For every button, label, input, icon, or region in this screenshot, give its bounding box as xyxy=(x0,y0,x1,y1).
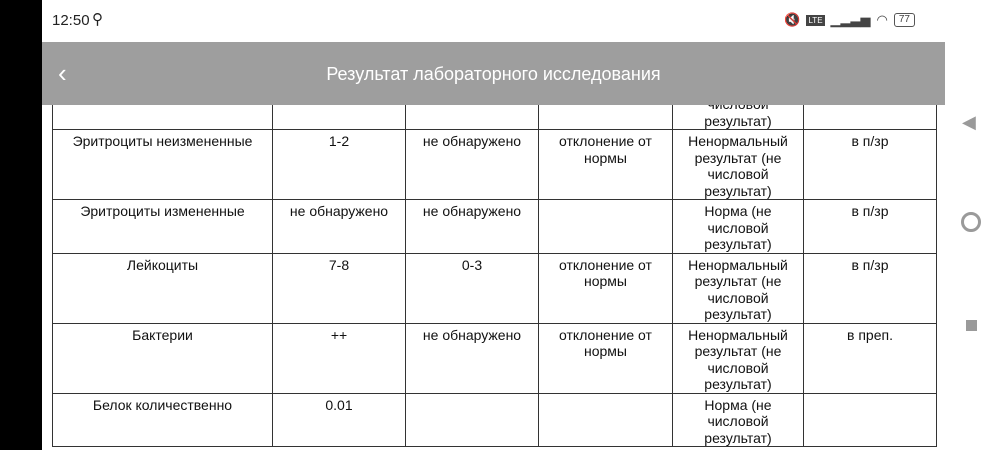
table-cell: 7-8 xyxy=(272,252,406,324)
wifi-icon: ◠ xyxy=(876,12,888,27)
battery-icon: 77 xyxy=(893,13,915,27)
table-cell: в п/зр xyxy=(803,129,937,200)
home-nav-icon[interactable] xyxy=(961,212,981,232)
table-cell: не обнаружено xyxy=(405,199,539,254)
table-cell: Бактерии xyxy=(52,322,273,394)
table-cell: Эритроциты неизмененные xyxy=(52,129,273,200)
table-cell: в преп. xyxy=(803,322,937,394)
table-cell: отклонение от нормы xyxy=(538,129,673,200)
table-row: Эритроциты измененные не обнаружено не обн… xyxy=(52,199,937,254)
table-cell xyxy=(405,392,539,447)
table-cell: в п/зр xyxy=(803,199,937,254)
table-cell: 1-2 xyxy=(272,129,406,200)
signal-icon: ▁▂▃▅ xyxy=(830,12,871,27)
table-cell: в п/зр xyxy=(803,252,937,324)
table-cell: 0.01 xyxy=(272,392,406,447)
table-cell xyxy=(538,392,673,447)
table-cell: 0-3 xyxy=(405,252,539,324)
recents-nav-icon[interactable] xyxy=(966,320,977,331)
table-cell: не обнаружено xyxy=(405,322,539,394)
left-black-bar xyxy=(0,0,42,450)
search-icon: ⚲ xyxy=(92,11,103,28)
table-cell: Ненормальный результат (не числовой резу… xyxy=(672,322,804,394)
table-row: Эритроциты неизмененные 1-2 не обнаружено о… xyxy=(52,129,937,200)
table-cell: Белок количественно xyxy=(52,392,273,447)
status-bar: 12:50 ⚲ 🔇 LTE ▁▂▃▅ ◠ 77 xyxy=(42,0,945,42)
table-row: Белок количественно 0.01 Норма (не числово… xyxy=(52,392,937,447)
table-cell: отклонение от нормы xyxy=(538,252,673,324)
table-cell: Лейкоциты xyxy=(52,252,273,324)
table-cell xyxy=(538,199,673,254)
app-header: ‹ Результат лабораторного исследования xyxy=(42,42,945,105)
clock: 12:50 xyxy=(52,12,90,29)
back-nav-icon[interactable]: ◀ xyxy=(962,112,976,132)
table-cell: Норма (не числовой результат) xyxy=(672,199,804,254)
table-cell: не обнаружено xyxy=(405,129,539,200)
back-button[interactable]: ‹ xyxy=(58,58,67,88)
table-cell: не обнаружено xyxy=(272,199,406,254)
table-cell xyxy=(803,392,937,447)
results-table: Ненормальный результат (не числовой резу… xyxy=(52,59,937,447)
table-cell: Ненормальный результат (не числовой резу… xyxy=(672,129,804,200)
table-cell: Ненормальный результат (не числовой резу… xyxy=(672,252,804,324)
table-cell: ++ xyxy=(272,322,406,394)
page-title: Результат лабораторного исследования xyxy=(326,64,661,84)
nav-bar: ◀ xyxy=(945,0,1000,450)
table-cell: Норма (не числовой результат) xyxy=(672,392,804,447)
mute-icon: 🔇 xyxy=(784,12,801,27)
table-row: Лейкоциты 7-8 0-3 отклонение от нормы Ненорм… xyxy=(52,252,937,324)
table-cell: Эритроциты измененные xyxy=(52,199,273,254)
volte-icon: LTE xyxy=(806,14,825,26)
table-cell: отклонение от нормы xyxy=(538,322,673,394)
table-row: Бактерии ++ не обнаружено отклонение от нор… xyxy=(52,322,937,394)
